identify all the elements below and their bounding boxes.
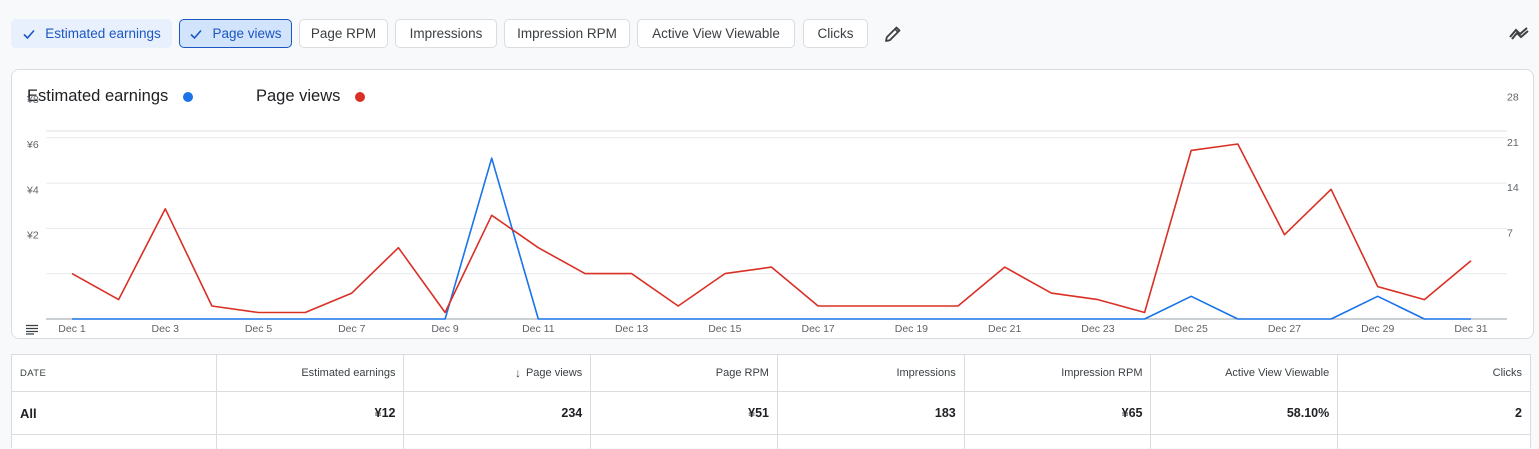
totals-page-rpm: ¥51 [591, 392, 778, 434]
y-left-tick-label: ¥4 [26, 184, 39, 196]
table-cell [591, 435, 778, 449]
chip-active-view-viewable[interactable]: Active View Viewable [637, 19, 795, 48]
chip-label: Estimated earnings [45, 26, 161, 41]
pencil-icon [885, 26, 901, 42]
y-left-tick-label: ¥8 [26, 94, 39, 106]
x-tick-label: Dec 25 [1175, 323, 1208, 335]
totals-impression-rpm: ¥65 [965, 392, 1152, 434]
trend-toggle-button[interactable] [1505, 20, 1533, 46]
x-tick-label: Dec 5 [245, 323, 273, 335]
menu-lines-icon [26, 324, 38, 335]
column-header-clicks[interactable]: Clicks [1492, 367, 1522, 379]
series-line [72, 157, 1471, 320]
chip-label: Clicks [817, 26, 854, 41]
metric-toolbar: Estimated earnings Page views Page RPM I… [0, 0, 1539, 66]
table-row [12, 435, 1530, 449]
chip-label: Page RPM [310, 26, 377, 41]
column-header-page-views[interactable]: ↓ Page views [404, 355, 592, 391]
table-cell [217, 435, 405, 449]
x-tick-label: Dec 21 [988, 323, 1021, 335]
y-left-tick-label: ¥6 [26, 139, 39, 151]
column-header-label: Page views [525, 367, 583, 379]
legend-label: Page views [256, 87, 341, 105]
edit-metrics-button[interactable] [880, 21, 906, 47]
table-cell [1151, 435, 1339, 449]
table-header-row: DATE Estimated earnings ↓ Page views Pag… [12, 355, 1530, 392]
column-header-active-view-viewable[interactable]: Active View Viewable [1151, 355, 1339, 391]
x-tick-label: Dec 23 [1081, 323, 1114, 335]
chart-menu-button[interactable] [24, 322, 40, 336]
table-cell [12, 435, 217, 449]
trend-toggle-icon [1509, 27, 1529, 40]
x-tick-label: Dec 1 [58, 323, 86, 335]
table-totals-row: All ¥12 234 ¥51 183 ¥65 58.10% 2 [12, 392, 1530, 435]
totals-page-views: 234 [404, 392, 592, 434]
column-header-impression-rpm[interactable]: Impression RPM [965, 355, 1152, 391]
legend-label: Estimated earnings [27, 87, 169, 105]
chip-label: Impressions [409, 26, 483, 41]
y-right-tick-label: 21 [1507, 137, 1519, 149]
arrow-down-icon: ↓ [514, 366, 521, 380]
legend-estimated-earnings[interactable]: Estimated earnings [27, 87, 194, 106]
chip-estimated-earnings[interactable]: Estimated earnings [11, 19, 172, 48]
totals-estimated-earnings: ¥12 [217, 392, 405, 434]
legend-dot-icon [183, 91, 194, 102]
chip-impressions[interactable]: Impressions [395, 19, 497, 48]
x-tick-label: Dec 15 [708, 323, 741, 335]
line-chart: ¥2 ¥4 ¥6 ¥8 7 14 21 28 Dec 1 Dec 3 Dec 5 Dec 7 Dec 9… [26, 91, 1519, 335]
x-tick-label: Dec 13 [615, 323, 648, 335]
x-tick-label: Dec 7 [338, 323, 366, 335]
column-header-impressions[interactable]: Impressions [778, 355, 965, 391]
series-line [71, 143, 1472, 314]
x-tick-label: Dec 31 [1454, 323, 1487, 335]
chart-card: Estimated earnings Page views ¥2 ¥4 ¥6 ¥8 7 1… [11, 69, 1534, 339]
table-cell [965, 435, 1152, 449]
x-tick-label: Dec 9 [431, 323, 459, 335]
chip-clicks[interactable]: Clicks [803, 19, 868, 48]
x-tick-label: Dec 3 [152, 323, 180, 335]
chip-label: Impression RPM [517, 26, 617, 41]
table-cell [404, 435, 592, 449]
y-right-tick-label: 7 [1507, 228, 1513, 240]
report-table: DATE Estimated earnings ↓ Page views Pag… [11, 354, 1531, 449]
x-tick-label: Dec 11 [522, 323, 555, 335]
column-header-page-rpm[interactable]: Page RPM [591, 355, 778, 391]
chip-label: Page views [212, 26, 282, 41]
chip-label: Active View Viewable [652, 26, 780, 41]
y-right-tick-label: 14 [1507, 182, 1519, 194]
x-tick-label: Dec 29 [1361, 323, 1394, 335]
table-cell [778, 435, 965, 449]
column-header-date[interactable]: DATE [12, 355, 217, 391]
check-icon [23, 29, 35, 39]
column-header-estimated-earnings[interactable]: Estimated earnings [217, 355, 405, 391]
chip-impression-rpm[interactable]: Impression RPM [504, 19, 630, 48]
chip-page-rpm[interactable]: Page RPM [299, 19, 388, 48]
totals-clicks: 2 [1515, 406, 1522, 420]
y-right-tick-label: 28 [1507, 91, 1519, 103]
totals-date: All [12, 392, 217, 434]
y-left-tick-label: ¥2 [26, 230, 39, 242]
table-cell [1338, 435, 1530, 449]
x-tick-label: Dec 19 [895, 323, 928, 335]
legend-page-views[interactable]: Page views [256, 87, 366, 106]
check-icon [190, 29, 203, 39]
legend-dot-icon [355, 91, 366, 102]
x-tick-label: Dec 27 [1268, 323, 1301, 335]
totals-impressions: 183 [778, 392, 965, 434]
chip-page-views[interactable]: Page views [179, 19, 292, 48]
totals-active-view-viewable: 58.10% [1151, 392, 1339, 434]
x-tick-label: Dec 17 [801, 323, 834, 335]
